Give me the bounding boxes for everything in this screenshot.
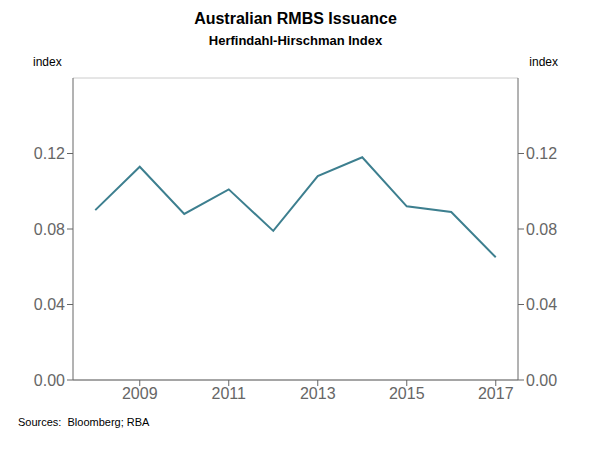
svg-text:0.08: 0.08 xyxy=(34,221,65,238)
svg-text:2009: 2009 xyxy=(122,385,158,402)
svg-text:0.08: 0.08 xyxy=(526,221,557,238)
svg-text:2015: 2015 xyxy=(389,385,425,402)
html-text:Herfindahl-Hirschman Index: Herfindahl-Hirschman Index xyxy=(208,33,383,48)
svg-text:0.04: 0.04 xyxy=(526,296,557,313)
svg-text:0.12: 0.12 xyxy=(526,145,557,162)
html-text:index: index xyxy=(33,55,62,69)
svg-text:0.00: 0.00 xyxy=(526,372,557,389)
svg-text:0.00: 0.00 xyxy=(34,372,65,389)
svg-text:0.04: 0.04 xyxy=(34,296,65,313)
svg-text:2011: 2011 xyxy=(212,385,247,402)
svg-text:2013: 2013 xyxy=(300,385,336,402)
html-text:Australian RMBS Issuance: Australian RMBS Issuance xyxy=(194,10,397,27)
html-text:index: index xyxy=(529,55,558,69)
svg-text:0.12: 0.12 xyxy=(34,145,65,162)
html-text:Sources: Bloomberg; RBA: Sources: Bloomberg; RBA xyxy=(18,416,150,428)
svg-text:2017: 2017 xyxy=(478,385,514,402)
